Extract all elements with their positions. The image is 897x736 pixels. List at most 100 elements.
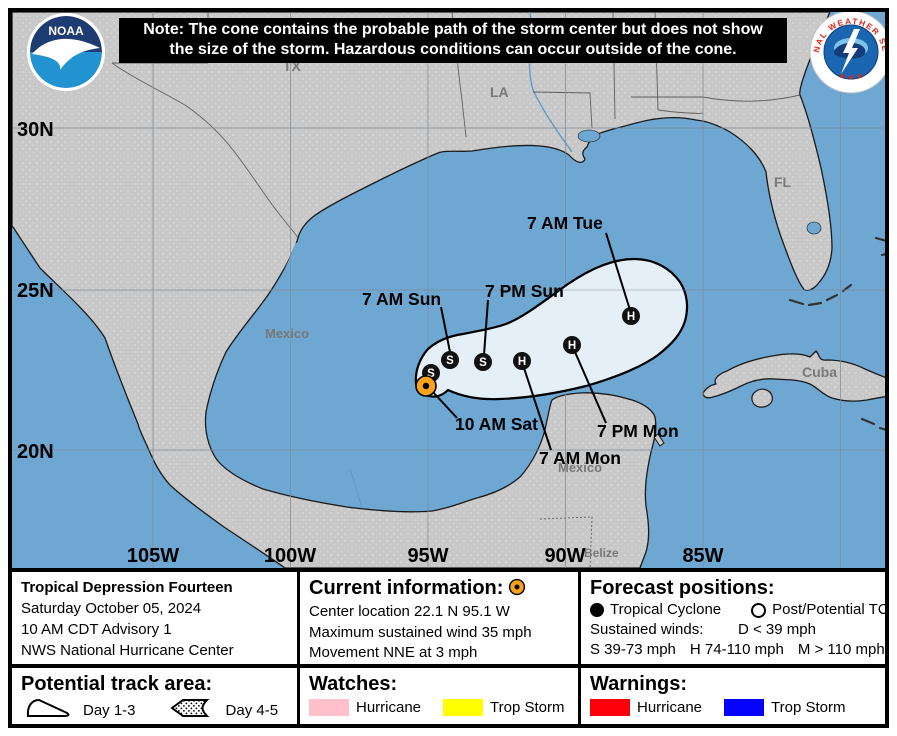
day13-label: Day 1-3 [83, 702, 136, 719]
label-fl: FL [774, 174, 792, 190]
svg-text:S: S [446, 355, 454, 367]
label-7pm-mon: 7 PM Mon [597, 421, 679, 441]
forecast-cone-map: S S S H H H 7 AM Tue 7 PM Sun 7 AM Sun 1… [12, 12, 885, 568]
forecast-positions-legend: Tropical Cyclone Post/Potential TC [590, 600, 885, 620]
cone-day45-icon [169, 697, 216, 724]
label-105w: 105W [127, 545, 179, 567]
svg-text:★ ★ ★: ★ ★ ★ [838, 71, 865, 82]
label-10am-sat: 10 AM Sat [455, 414, 538, 434]
current-wind: Maximum sustained wind 35 mph [309, 623, 532, 641]
label-belize: Belize [584, 546, 619, 560]
day45-label: Day 4-5 [225, 702, 279, 719]
graticule [12, 12, 885, 568]
label-7am-sun: 7 AM Sun [362, 289, 441, 309]
hurricane-warning-swatch [590, 699, 630, 716]
forecast-positions-title: Forecast positions: [590, 577, 775, 599]
current-position-marker [415, 375, 437, 397]
noaa-logo-text: NOAA [48, 24, 84, 38]
svg-text:S: S [479, 357, 487, 369]
place-labels: TX LA FL Mexico Mexico Cuba Belize [265, 58, 837, 560]
sustained-winds-line: Sustained winds: D < 39 mph [590, 620, 877, 640]
trop-storm-warning-swatch [724, 699, 765, 716]
hurricane-watch-label: Hurricane [356, 699, 422, 716]
nws-logo: NATIONAL WEATHER SERVICE ★ ★ ★ [805, 12, 885, 99]
note-banner: Note: The cone contains the probable pat… [119, 18, 787, 63]
noaa-logo: NOAA [26, 12, 106, 97]
forecast-positions-panel: Forecast positions: Tropical Cyclone Pos… [581, 572, 885, 664]
label-20n: 20N [17, 441, 54, 463]
label-90w: 90W [544, 545, 585, 567]
current-position-icon [508, 578, 526, 602]
land-cuba [702, 350, 885, 402]
cone-day13-icon [25, 697, 73, 724]
trop-storm-warning-label: Trop Storm [771, 699, 846, 716]
label-7am-mon: 7 AM Mon [539, 448, 621, 468]
label-7am-tue: 7 AM Tue [527, 213, 603, 233]
svg-text:H: H [627, 311, 635, 323]
current-info-title: Current information: [309, 577, 570, 602]
track-point-s3: S [474, 353, 492, 371]
tropical-cyclone-dot-icon [590, 603, 604, 617]
leader-lines [431, 232, 631, 451]
time-labels: 7 AM Tue 7 PM Sun 7 AM Sun 10 AM Sat 7 A… [362, 213, 679, 468]
current-location: Center location 22.1 N 95.1 W [309, 603, 510, 620]
track-point-h1: H [513, 352, 531, 370]
basemap-svg: S S S H H H 7 AM Tue 7 PM Sun 7 AM Sun 1… [12, 12, 885, 568]
warnings-title: Warnings: [590, 673, 688, 695]
storm-advisory: 10 AM CDT Advisory 1 [21, 621, 172, 638]
watches-panel: Watches: Hurricane Trop Storm [300, 668, 581, 724]
track-point-s2: S [441, 351, 459, 369]
sustained-winds-label: Sustained winds: [590, 621, 704, 638]
label-30n: 30N [17, 119, 54, 141]
note-line2: the size of the storm. Hazardous conditi… [169, 41, 737, 58]
note-line1: Note: The cone contains the probable pat… [143, 21, 763, 38]
land-isla-juventud [751, 388, 773, 408]
label-la: LA [490, 84, 509, 100]
label-85w: 85W [682, 545, 723, 567]
land-north-america [12, 12, 833, 568]
wind-categories-line: S 39-73 mph H 74-110 mph M > 110 mph [590, 640, 885, 660]
label-95w: 95W [407, 545, 448, 567]
svg-text:H: H [518, 356, 526, 368]
label-cuba: Cuba [802, 364, 837, 380]
legend-row: Potential track area: Day 1-3 Day 4-5 Wa… [12, 664, 885, 724]
track-point-h2: H [563, 336, 581, 354]
wind-m-label: M > 110 mph [797, 641, 885, 658]
svg-text:H: H [568, 340, 576, 352]
label-100w: 100W [264, 545, 316, 567]
hurricane-warning-label: Hurricane [637, 699, 703, 716]
trop-storm-watch-label: Trop Storm [490, 699, 565, 716]
land-cozumel [653, 433, 665, 447]
nws-stars: ★ ★ ★ [838, 71, 865, 82]
potential-track-panel: Potential track area: Day 1-3 Day 4-5 [12, 668, 300, 724]
tropical-cyclone-label: Tropical Cyclone [610, 601, 722, 618]
svg-text:S: S [427, 368, 435, 380]
wind-d-label: D < 39 mph [738, 621, 816, 638]
label-mexico-west: Mexico [265, 326, 309, 341]
storm-date: Saturday October 05, 2024 [21, 600, 202, 617]
post-potential-circle-icon [751, 602, 767, 618]
nws-lightning-icon [841, 29, 860, 74]
label-7pm-sun: 7 PM Sun [485, 281, 564, 301]
storm-info-panel: Tropical Depression Fourteen Saturday Oc… [12, 572, 300, 664]
potential-track-title: Potential track area: [21, 673, 213, 695]
graphic-frame: S S S H H H 7 AM Tue 7 PM Sun 7 AM Sun 1… [8, 8, 889, 728]
trop-storm-watch-swatch [443, 699, 484, 716]
small-islands [572, 236, 885, 431]
current-info-panel: Current information: Center location 22.… [300, 572, 581, 664]
noaa-bird-icon [32, 38, 100, 70]
info-row: Tropical Depression Fourteen Saturday Oc… [12, 568, 885, 664]
storm-name: Tropical Depression Fourteen [21, 579, 233, 596]
warnings-panel: Warnings: Hurricane Trop Storm [581, 668, 885, 724]
track-points: S S S H H H [422, 307, 640, 382]
track-point-h3: H [622, 307, 640, 325]
wind-h-label: H 74-110 mph [689, 641, 784, 658]
storm-agency: NWS National Hurricane Center [21, 642, 234, 659]
post-potential-label: Post/Potential TC [772, 601, 885, 618]
current-movement: Movement NNE at 3 mph [309, 644, 478, 661]
hurricane-watch-swatch [309, 699, 349, 716]
label-25n: 25N [17, 280, 54, 302]
watches-title: Watches: [309, 673, 398, 695]
graticule-labels: 30N 25N 20N 105W 100W 95W 90W 85W [17, 119, 724, 567]
wind-s-label: S 39-73 mph [590, 641, 676, 658]
